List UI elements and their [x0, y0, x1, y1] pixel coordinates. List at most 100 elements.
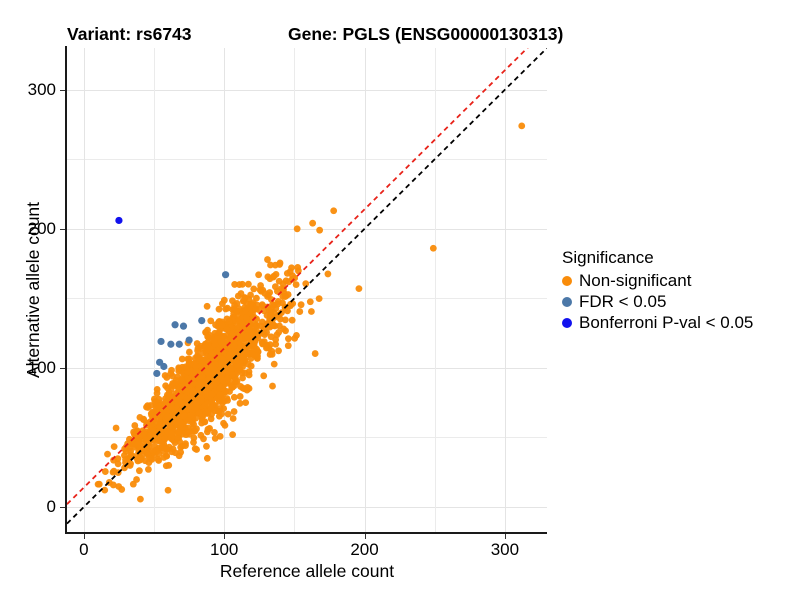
y-axis-title: Alternative allele count [23, 201, 43, 379]
scatter-point [192, 368, 200, 376]
scatter-point [192, 399, 200, 407]
scatter-point [272, 270, 280, 278]
scatter-point [208, 350, 216, 357]
legend-item-label: Bonferroni P-val < 0.05 [579, 313, 754, 332]
scatter-point [168, 404, 176, 411]
scatter-point [114, 460, 122, 468]
scatter-point [285, 335, 292, 343]
scatter-point [181, 412, 188, 420]
legend-item-label: FDR < 0.05 [579, 292, 667, 311]
scatter-point [237, 383, 244, 390]
scatter-point [160, 454, 168, 461]
horizontal-gridline [67, 367, 547, 369]
scatter-point [330, 207, 338, 215]
vertical-gridline [294, 48, 296, 532]
scatter-point [226, 351, 234, 359]
scatter-point [234, 292, 242, 300]
scatter-point [253, 345, 261, 353]
scatter-point [187, 412, 195, 419]
scatter-point [135, 467, 143, 475]
scatter-point [308, 308, 315, 315]
scatter-point [222, 271, 230, 279]
scatter-point [176, 418, 184, 426]
scatter-point [245, 360, 252, 368]
scatter-point [185, 355, 193, 363]
legend-item-1[interactable]: FDR < 0.05 [562, 291, 753, 312]
scatter-point [149, 413, 157, 421]
scatter-point [306, 298, 314, 306]
scatter-point [134, 454, 142, 462]
scatter-point [250, 285, 258, 293]
vertical-gridline [154, 48, 156, 532]
scatter-point [229, 431, 237, 439]
scatter-point [134, 440, 142, 448]
x-tick-label: 200 [350, 540, 379, 559]
scatter-point [190, 434, 198, 442]
scatter-point [264, 256, 271, 263]
legend-item-0[interactable]: Non-significant [562, 270, 753, 291]
scatter-point [192, 362, 200, 370]
scatter-point [153, 369, 161, 378]
legend: Significance Non-significant FDR < 0.05 Bo… [562, 248, 753, 333]
scatter-point [173, 395, 181, 403]
scatter-point [284, 342, 292, 350]
vertical-gridline [224, 48, 226, 532]
scatter-point [210, 365, 218, 372]
scatter-point [185, 348, 193, 356]
scatter-point [200, 380, 208, 388]
scatter-point [203, 442, 210, 450]
scatter-point [182, 442, 189, 450]
scatter-point [168, 430, 175, 438]
scatter-point [145, 466, 152, 473]
scatter-point [225, 342, 233, 350]
horizontal-gridline [67, 437, 547, 439]
scatter-point [220, 377, 228, 385]
scatter-point [208, 390, 216, 398]
legend-key-dot [562, 275, 572, 286]
scatter-point [189, 387, 197, 395]
scatter-point [223, 315, 231, 323]
scatter-point [244, 383, 251, 391]
scatter-point [168, 399, 175, 407]
scatter-point [242, 306, 250, 313]
scatter-point [264, 273, 272, 281]
scatter-point [210, 337, 218, 344]
scatter-point [203, 454, 211, 462]
scatter-point [518, 122, 526, 130]
scatter-point [203, 302, 211, 310]
scatter-point [211, 407, 219, 415]
scatter-point [144, 404, 152, 411]
scatter-point [275, 277, 283, 285]
scatter-point [220, 356, 228, 364]
x-tick-label: 0 [79, 540, 89, 559]
scatter-point [275, 329, 283, 336]
scatter-point [167, 340, 175, 348]
scatter-point [154, 455, 162, 463]
scatter-point [133, 476, 140, 483]
scatter-point [239, 374, 246, 382]
scatter-point [429, 244, 437, 252]
horizontal-gridline [67, 159, 547, 161]
scatter-point [243, 332, 251, 339]
horizontal-gridline [67, 228, 547, 230]
scatter-point [177, 448, 185, 456]
scatter-point [153, 389, 161, 397]
scatter-point [112, 424, 120, 432]
scatter-point [244, 280, 252, 288]
scatter-point [297, 301, 305, 309]
scatter-point [233, 300, 241, 307]
scatter-point [257, 322, 265, 330]
scatter-point [175, 340, 183, 348]
legend-key-dot [562, 317, 572, 328]
legend-item-2[interactable]: Bonferroni P-val < 0.05 [562, 312, 753, 333]
scatter-point [229, 329, 237, 337]
scatter-point [193, 446, 200, 453]
scatter-point [243, 314, 250, 321]
scatter-point [215, 412, 223, 420]
y-tick-label: 200 [27, 218, 56, 238]
scatter-point [95, 480, 103, 488]
scatter-point [302, 280, 310, 288]
legend-item-label: Non-significant [579, 271, 692, 290]
legend-title: Significance [562, 248, 654, 267]
